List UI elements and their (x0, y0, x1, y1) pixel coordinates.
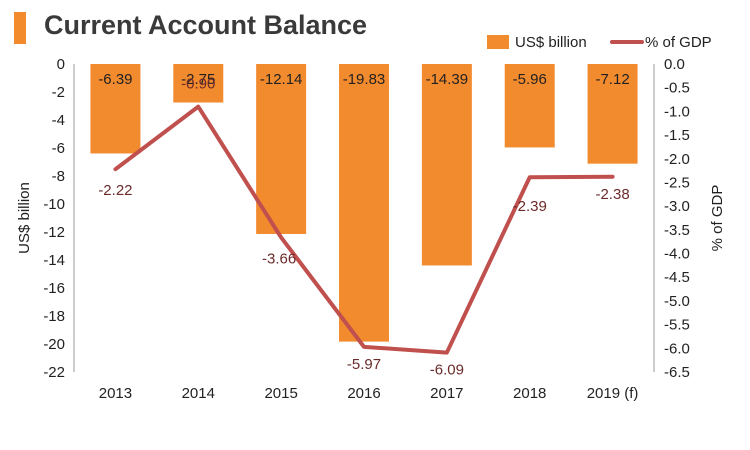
line-group (113, 104, 615, 355)
y-right-tick-label: -0.5 (664, 80, 690, 97)
x-tick-label: 2014 (182, 385, 215, 402)
bar-value-label: -6.39 (98, 71, 132, 88)
bar-labels-group: -6.39 -2.75 -12.14 -19.83 -14.39 -5.96 -7.12 (98, 71, 629, 88)
legend-label-line: % of GDP (645, 34, 712, 51)
x-tick-label: 2018 (513, 385, 546, 402)
y-right-tick-label: -2.5 (664, 174, 690, 191)
bar (421, 64, 472, 266)
y-right-tick-label: -1.0 (664, 103, 690, 120)
y-right-tick-label: -5.0 (664, 293, 690, 310)
y-right-tick-label: -1.5 (664, 127, 690, 144)
x-tick-label: 2016 (347, 385, 380, 402)
y-axis-right-title: % of GDP (709, 185, 726, 252)
x-tick-label: 2013 (99, 385, 132, 402)
chart-title: Current Account Balance (44, 10, 368, 40)
y-left-tick-label: -8 (52, 168, 65, 185)
line-point-label: -0.90 (181, 76, 215, 93)
y-left-tick-label: -20 (43, 336, 65, 353)
y-right-tick-label: -5.5 (664, 317, 690, 334)
bar-value-label: -19.83 (343, 71, 386, 88)
legend-label-bar: US$ billion (515, 34, 587, 51)
x-tick-label: 2017 (430, 385, 463, 402)
y-left-tick-label: -22 (43, 364, 65, 381)
title-accent-bar (14, 12, 26, 44)
line-point-label: -5.97 (347, 356, 381, 373)
bar-value-label: -2.75 (181, 71, 215, 88)
bar-value-label: -12.14 (260, 71, 303, 88)
y-left-tick-label: -18 (43, 308, 65, 325)
point-labels-group: -2.22 -0.90 -3.66 -5.97 -6.09 -2.39 -2.38 (98, 76, 629, 379)
bar-value-label: -7.12 (595, 71, 629, 88)
y-left-tick-label: -2 (52, 84, 65, 101)
bar (90, 64, 141, 154)
legend: US$ billion % of GDP (487, 34, 712, 51)
bar-value-label: -5.96 (513, 71, 547, 88)
y-right-tick-label: -6.0 (664, 340, 690, 357)
y-right-tick-label: -2.0 (664, 151, 690, 168)
line-point-label: -6.09 (430, 362, 464, 379)
y-left-tick-label: -14 (43, 252, 65, 269)
bar-value-label: -14.39 (426, 71, 469, 88)
line-point-label: -2.38 (595, 186, 629, 203)
x-tick-label: 2015 (264, 385, 297, 402)
y-left-tick-label: -16 (43, 280, 65, 297)
y-right-tick-label: -4.0 (664, 246, 690, 263)
y-right-tick-label: 0.0 (664, 56, 685, 73)
y-right-tick-label: -3.5 (664, 222, 690, 239)
y-left-tick-label: -10 (43, 196, 65, 213)
y-right-tick-label: -3.0 (664, 198, 690, 215)
bar (587, 64, 638, 164)
bar (339, 64, 389, 342)
line-series-pct-gdp (113, 104, 615, 355)
chart-header: Current Account Balance (0, 0, 750, 50)
bar (256, 64, 307, 234)
bars-group (90, 64, 638, 342)
bar (173, 64, 224, 103)
y-left-tick-label: -4 (52, 112, 65, 129)
line-point-label: -3.66 (262, 250, 296, 267)
y-left-tick-label: -6 (52, 140, 65, 157)
legend-swatch-bar (487, 35, 509, 49)
y-right-tick-label: -4.5 (664, 269, 690, 286)
y-left-tick-label: -12 (43, 224, 65, 241)
bar (504, 64, 555, 148)
axes-group: 0 -2 -4 -6 -8 -10 -12 -14 -16 -18 -20 -22 0.0 -0.5 -1.… (16, 56, 726, 402)
y-axis-left-title: US$ billion (16, 182, 33, 254)
y-right-tick-label: -6.5 (664, 364, 690, 381)
y-left-tick-label: 0 (57, 56, 65, 73)
line-point-label: -2.39 (513, 198, 547, 215)
x-tick-label: 2019 (f) (587, 385, 639, 402)
line-point-label: -2.22 (98, 182, 132, 199)
